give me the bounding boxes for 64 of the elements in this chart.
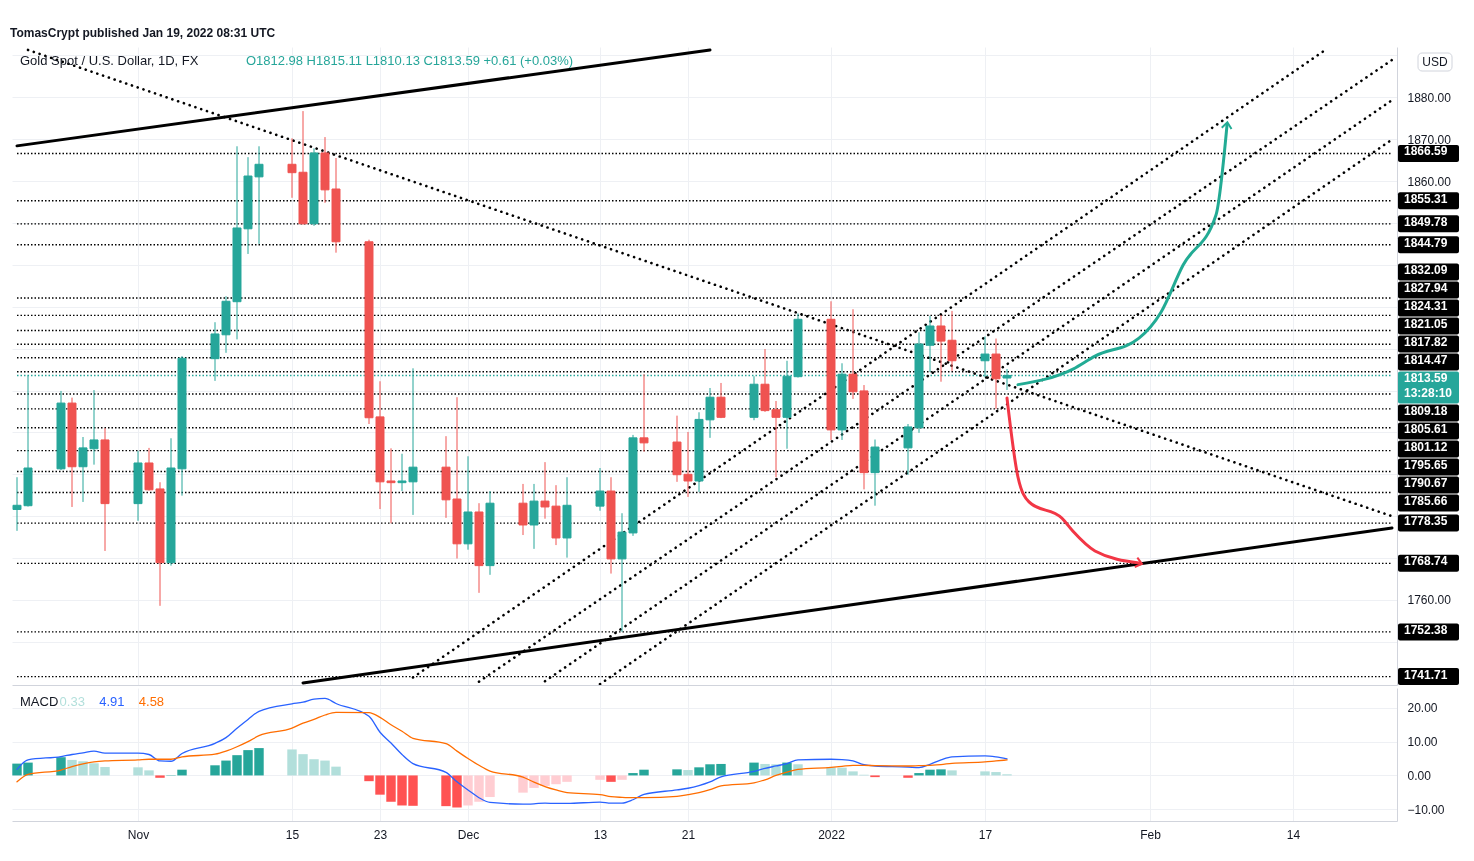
line-series xyxy=(16,711,1008,799)
ref-line-label: 1866.59 xyxy=(1404,144,1448,159)
candlestick xyxy=(518,483,528,536)
annotation: 4.58 xyxy=(138,694,165,709)
ref-line-label: 1821.05 xyxy=(1404,317,1448,332)
ref-line-label: 1817.82 xyxy=(1404,335,1448,350)
ref-line-label: 1752.38 xyxy=(1404,622,1448,637)
y-tick-label: 1860.00 xyxy=(1407,174,1452,189)
x-tick-label: 13 xyxy=(593,827,608,842)
bar xyxy=(177,769,187,776)
y-tick-label: 0.00 xyxy=(1407,768,1432,783)
y-tick-label: 1870.00 xyxy=(1407,132,1452,147)
x-tick-label: 17 xyxy=(978,827,993,842)
candlestick xyxy=(595,467,605,512)
ref-line-label: 1741.71 xyxy=(1404,667,1448,682)
ref-line-label: 1801.12 xyxy=(1404,440,1448,455)
ref-line-label: 1827.94 xyxy=(1404,281,1448,296)
bar xyxy=(903,775,913,778)
y-tick-label: −10.00 xyxy=(1407,802,1445,817)
ref-line-label: 1785.66 xyxy=(1404,494,1448,509)
y-tick-label: 1760.00 xyxy=(1407,593,1452,608)
bar xyxy=(606,775,616,782)
x-tick-label: 23 xyxy=(373,827,388,842)
text: O1812.98 H1815.11 L1810.13 C1813.59 +0.61 (+0.03%) xyxy=(245,53,574,68)
ref-line-label: 1849.78 xyxy=(1404,214,1448,229)
bar xyxy=(672,769,682,776)
y-tick-label: 1880.00 xyxy=(1407,90,1452,105)
ref-line-label: 1824.31 xyxy=(1404,299,1448,314)
ref-line-label: 1813.59 13:28:10 xyxy=(1404,371,1453,401)
annotation: 4.91 xyxy=(99,694,125,709)
x-tick-label: 14 xyxy=(1286,827,1301,842)
ref-line-label: 1805.61 xyxy=(1404,422,1448,437)
annotation: 0.33 xyxy=(59,694,85,709)
bar xyxy=(617,775,627,780)
bar xyxy=(155,775,165,778)
x-tick-label: 15 xyxy=(285,827,300,842)
text: TomasCrypt published Jan 19, 2022 08:31 UTC xyxy=(10,26,276,40)
ref-line-label: 1844.79 xyxy=(1404,235,1448,250)
x-tick-label: 2022 xyxy=(818,827,846,842)
x-tick-label: 21 xyxy=(681,827,696,842)
chart-title: MACD xyxy=(20,694,59,709)
bar xyxy=(56,757,66,776)
y-tick-label: 20.00 xyxy=(1407,701,1438,716)
ref-line-label: 1768.74 xyxy=(1404,554,1448,569)
ref-line-label: 1855.31 xyxy=(1404,191,1448,206)
x-tick-label: Feb xyxy=(1140,827,1162,842)
ref-line-label: 1795.65 xyxy=(1404,458,1448,473)
line-series xyxy=(16,697,1008,805)
candlestick xyxy=(639,373,649,453)
ref-line-label: 1832.09 xyxy=(1404,263,1448,278)
ref-line-label: 1778.35 xyxy=(1404,514,1448,529)
bar xyxy=(595,775,605,780)
text: Gold Spot / U.S. Dollar, 1D, FX xyxy=(20,53,199,68)
x-tick-label: Nov xyxy=(127,827,150,842)
ref-line-label: 1790.67 xyxy=(1404,476,1448,491)
ref-line-label: 1814.47 xyxy=(1404,353,1448,368)
bar xyxy=(947,770,957,776)
bar xyxy=(683,770,693,776)
candlestick xyxy=(529,483,539,550)
y-axis-title: USD xyxy=(1422,55,1448,69)
y-tick-label: 10.00 xyxy=(1407,735,1438,750)
x-tick-label: Dec xyxy=(457,827,480,842)
candlestick xyxy=(716,382,726,419)
ref-line-label: 1809.18 xyxy=(1404,404,1448,419)
